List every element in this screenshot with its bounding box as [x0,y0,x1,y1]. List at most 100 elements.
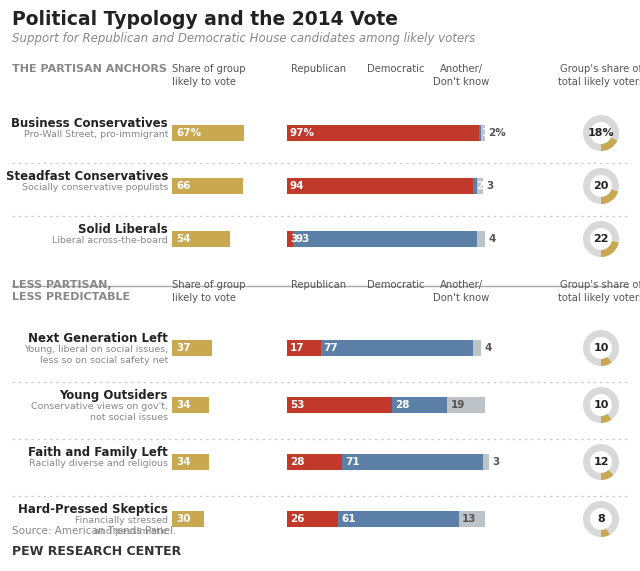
Text: 1%: 1% [482,128,500,138]
Text: 97%: 97% [290,128,315,138]
Wedge shape [601,138,618,151]
Text: 2%: 2% [488,128,506,138]
Bar [172,340,212,356]
Wedge shape [583,330,619,366]
Text: 93: 93 [296,234,310,244]
Text: 3: 3 [290,234,297,244]
Bar [287,340,321,356]
Text: LESS PARTISAN,
LESS PREDICTABLE: LESS PARTISAN, LESS PREDICTABLE [12,280,130,302]
Text: 18%: 18% [588,128,614,138]
Text: Liberal across-the-board: Liberal across-the-board [52,236,168,245]
Text: Share of group
likely to vote: Share of group likely to vote [172,280,246,303]
Bar [287,125,479,141]
Bar [479,125,481,141]
Text: 34: 34 [176,457,191,467]
Text: Conservative views on gov't,
not social issues: Conservative views on gov't, not social … [31,402,168,422]
Text: 54: 54 [176,234,191,244]
Wedge shape [601,357,612,366]
Text: Business Conservatives: Business Conservatives [12,117,168,130]
Bar [460,511,485,527]
Text: 34: 34 [176,400,191,410]
Text: Young Outsiders: Young Outsiders [60,389,168,402]
Wedge shape [601,414,612,423]
Text: 3: 3 [492,457,499,467]
Text: Next Generation Left: Next Generation Left [28,332,168,345]
Bar [172,231,230,247]
Wedge shape [583,444,619,480]
Bar [477,178,483,194]
Wedge shape [601,190,618,204]
Bar [481,125,485,141]
Bar [293,231,477,247]
Text: PEW RESEARCH CENTER: PEW RESEARCH CENTER [12,545,181,558]
Bar [172,454,209,470]
Wedge shape [583,168,619,204]
Wedge shape [601,241,619,257]
Wedge shape [583,115,619,151]
Text: 12: 12 [593,457,609,467]
Text: 37: 37 [176,343,191,353]
Bar [342,454,483,470]
Text: 4: 4 [484,343,492,353]
Text: Group's share of
total likely voters: Group's share of total likely voters [558,280,640,303]
Text: Political Typology and the 2014 Vote: Political Typology and the 2014 Vote [12,10,398,29]
Bar [172,178,243,194]
Text: Socially conservative populists: Socially conservative populists [22,183,168,192]
Bar [473,340,481,356]
Text: Share of group
likely to vote: Share of group likely to vote [172,64,246,87]
Text: 8: 8 [597,514,605,524]
Text: 61: 61 [342,514,356,524]
Text: 66: 66 [176,181,191,191]
Text: Republican: Republican [291,280,346,290]
Text: 30: 30 [176,514,191,524]
Bar [473,178,477,194]
Text: Source: American Trends Panel.: Source: American Trends Panel. [12,526,177,536]
Text: Another/
Don't know: Another/ Don't know [433,64,490,87]
Wedge shape [601,470,613,480]
Text: 13: 13 [462,514,477,524]
Bar [172,125,244,141]
Text: 2: 2 [476,181,483,191]
Bar [287,454,342,470]
Text: Financially stressed
and pessimistic: Financially stressed and pessimistic [75,516,168,536]
Text: 4: 4 [488,234,495,244]
Text: 20: 20 [593,181,609,191]
Text: Another/
Don't know: Another/ Don't know [433,280,490,303]
Text: Faith and Family Left: Faith and Family Left [28,446,168,459]
Text: Pro-Wall Street, pro-immigrant: Pro-Wall Street, pro-immigrant [24,130,168,139]
Wedge shape [601,529,610,537]
Bar [392,397,447,413]
Bar [321,340,473,356]
Text: 71: 71 [346,457,360,467]
Bar [287,511,339,527]
Text: 67%: 67% [176,128,201,138]
Wedge shape [583,387,619,423]
Bar [339,511,460,527]
Text: Democratic: Democratic [367,64,425,74]
Text: 19: 19 [451,400,465,410]
Text: Group's share of
total likely voters: Group's share of total likely voters [558,64,640,87]
Wedge shape [583,221,619,257]
Bar [447,397,485,413]
Text: 17: 17 [290,343,305,353]
Bar [477,231,485,247]
Bar [483,454,489,470]
Bar [287,231,293,247]
Text: Solid Liberals: Solid Liberals [78,223,168,236]
Text: 26: 26 [290,514,305,524]
Bar [287,178,473,194]
Text: 10: 10 [593,343,609,353]
Text: Hard-Pressed Skeptics: Hard-Pressed Skeptics [18,503,168,516]
Bar [172,511,204,527]
Bar [172,397,209,413]
Text: 53: 53 [290,400,305,410]
Bar [287,397,392,413]
Wedge shape [583,501,619,537]
Text: 77: 77 [324,343,339,353]
Text: THE PARTISAN ANCHORS: THE PARTISAN ANCHORS [12,64,167,74]
Text: 10: 10 [593,400,609,410]
Text: Support for Republican and Democratic House candidates among likely voters: Support for Republican and Democratic Ho… [12,32,476,45]
Text: Republican: Republican [291,64,346,74]
Text: 28: 28 [395,400,410,410]
Text: Steadfast Conservatives: Steadfast Conservatives [6,170,168,183]
